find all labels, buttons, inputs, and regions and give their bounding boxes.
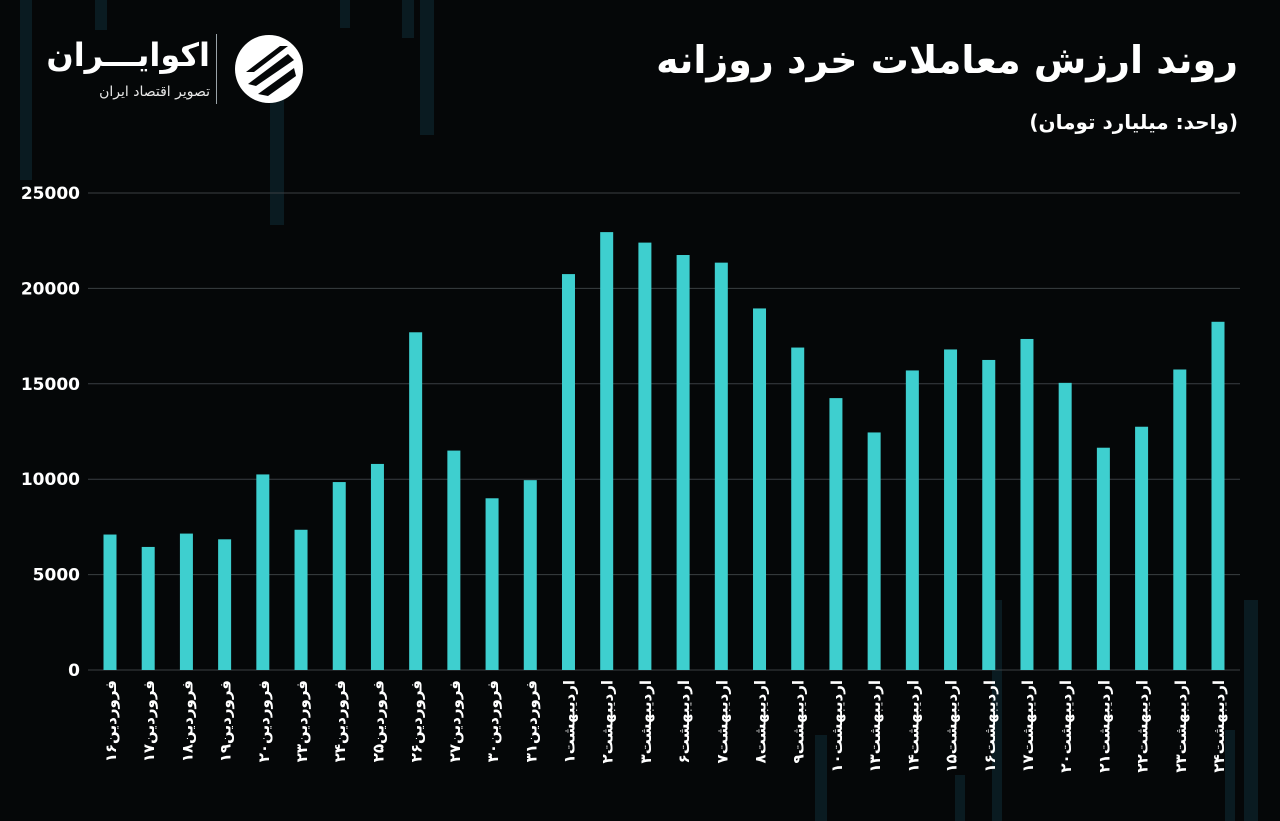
bar-13 [600, 232, 614, 670]
y-axis-ticks: 0 5000 10000 15000 20000 25000 [21, 184, 80, 681]
bars [103, 232, 1225, 670]
x-tick-label: فروردین۱۸ [178, 680, 196, 762]
bar-29 [1211, 321, 1225, 670]
x-tick-label: اردیبهشت۲ [599, 680, 617, 763]
brand-tagline: تصویر اقتصاد ایران [99, 84, 210, 100]
bar-11 [523, 480, 537, 670]
x-tick-label: فروردین۲۰ [255, 680, 273, 762]
x-tick-label: فروردین۲۴ [331, 680, 349, 762]
x-tick-label: فروردین۲۳ [293, 680, 311, 762]
x-tick-label: اردیبهشت۱۶ [981, 680, 999, 773]
bar-3 [218, 539, 232, 670]
x-tick-label: اردیبهشت۷ [713, 680, 731, 763]
bar-12 [561, 274, 575, 670]
x-tick-label: اردیبهشت۱۴ [904, 680, 922, 773]
bar-28 [1173, 369, 1187, 670]
bar-6 [332, 482, 346, 670]
y-tick-label: 20000 [21, 279, 80, 299]
chart-title: روند ارزش معاملات خرد روزانه [656, 38, 1238, 82]
x-tick-label: اردیبهشت۱۳ [866, 680, 884, 773]
bar-2 [179, 533, 193, 670]
grid-lines [88, 192, 1240, 671]
x-tick-label: اردیبهشت۱۰ [828, 680, 846, 773]
bar-19 [829, 398, 843, 670]
bar-9 [447, 450, 461, 670]
bar-14 [638, 242, 652, 670]
logo-divider [216, 34, 217, 104]
y-tick-label: 25000 [21, 184, 80, 204]
x-tick-label: فروردین۳۰ [484, 680, 502, 762]
y-tick-label: 10000 [21, 470, 80, 490]
bar-5 [294, 529, 308, 670]
x-tick-label: اردیبهشت۱۷ [1019, 680, 1037, 773]
x-tick-label: اردیبهشت۳ [637, 680, 655, 763]
bar-22 [944, 349, 958, 670]
y-tick-label: 5000 [33, 566, 80, 586]
x-tick-label: اردیبهشت۲۴ [1210, 680, 1228, 773]
bar-24 [1020, 338, 1034, 670]
brand-logo[interactable]: اکوایـــران تصویر اقتصاد ایران [46, 30, 318, 110]
bar-18 [791, 347, 805, 670]
bar-10 [485, 498, 499, 670]
brand-name: اکوایـــران [46, 36, 210, 74]
x-tick-label: فروردین۲۷ [446, 680, 464, 762]
bar-8 [409, 332, 423, 670]
x-tick-label: فروردین۳۱ [522, 680, 540, 762]
x-tick-label: فروردین۱۹ [217, 680, 235, 762]
bar-20 [867, 432, 881, 670]
bar-27 [1135, 426, 1149, 670]
bar-26 [1096, 447, 1110, 670]
x-axis-ticks: فروردین۱۶ فروردین۱۷ فروردین۱۸ فروردین۱۹ فرور… [102, 680, 1228, 773]
ecoiran-logo-icon [235, 35, 303, 103]
y-tick-label: 15000 [21, 375, 80, 395]
bar-16 [714, 262, 728, 670]
bar-4 [256, 474, 270, 670]
x-tick-label: اردیبهشت۱ [560, 680, 578, 763]
bar-7 [370, 463, 384, 670]
x-tick-label: اردیبهشت۱۵ [943, 680, 961, 773]
bar-21 [905, 370, 919, 670]
x-tick-label: فروردین۱۷ [140, 680, 158, 762]
bar-17 [753, 308, 767, 670]
bar-1 [141, 546, 155, 670]
x-tick-label: اردیبهشت۲۳ [1172, 680, 1190, 773]
x-tick-label: اردیبهشت۶ [675, 680, 693, 763]
x-tick-label: اردیبهشت۲۱ [1095, 680, 1113, 773]
x-tick-label: فروردین۲۶ [408, 680, 426, 762]
bar-0 [103, 534, 117, 670]
x-tick-label: اردیبهشت۸ [752, 680, 770, 763]
x-tick-label: اردیبهشت۲۰ [1057, 680, 1075, 773]
bar-25 [1058, 382, 1072, 670]
x-tick-label: فروردین۱۶ [102, 680, 120, 762]
bar-15 [676, 255, 690, 670]
bar-23 [982, 359, 996, 670]
x-tick-label: فروردین۲۵ [369, 680, 387, 762]
x-tick-label: اردیبهشت۲۲ [1134, 680, 1152, 773]
x-tick-label: اردیبهشت۹ [790, 680, 808, 763]
chart-unit-subtitle: (واحد: میلیارد تومان) [1029, 110, 1238, 134]
y-tick-label: 0 [68, 661, 80, 681]
